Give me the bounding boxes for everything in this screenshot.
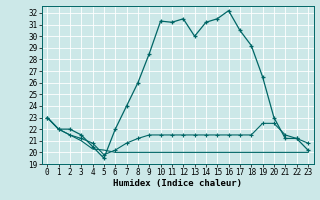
X-axis label: Humidex (Indice chaleur): Humidex (Indice chaleur) — [113, 179, 242, 188]
